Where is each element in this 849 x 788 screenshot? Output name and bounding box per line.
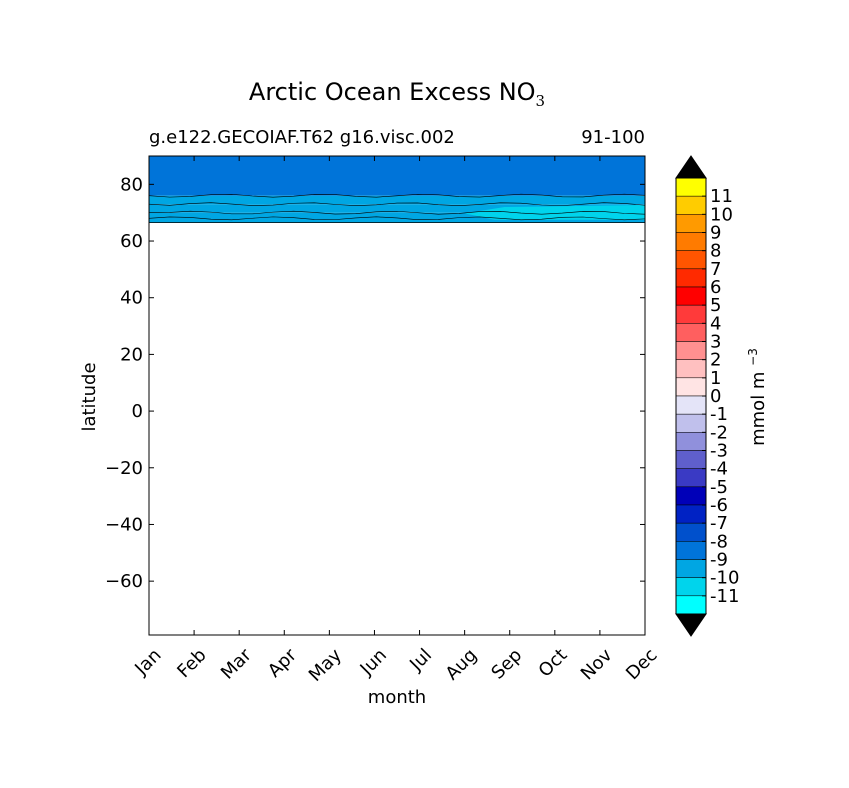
colorbar-swatch — [675, 286, 707, 306]
contour-line-0 — [148, 193, 646, 198]
colorbar-tick-label: 7 — [710, 259, 721, 280]
colorbar-tick-label: -4 — [710, 459, 728, 480]
y-axis-label: latitude — [79, 362, 100, 431]
colorbar-tick-label: 8 — [710, 241, 721, 262]
colorbar-swatch — [675, 432, 707, 451]
colorbar-tick-label: -2 — [710, 422, 728, 443]
colorbar-swatch — [675, 377, 707, 397]
colorbar: 11109876543210-1-2-3-4-5-6-7-8-9-10-11mm… — [675, 155, 769, 637]
run-name: g.e122.GECOIAF.T62 g16.visc.002 — [149, 127, 455, 148]
x-tick-label: Aug — [442, 645, 482, 685]
colorbar-tick-label: 11 — [710, 186, 733, 207]
colorbar-tick-label: 2 — [710, 350, 721, 371]
x-tick-label: Jan — [130, 645, 165, 680]
x-tick-label: Jul — [405, 645, 436, 676]
colorbar-tick-label: -11 — [710, 586, 739, 607]
colorbar-tick-label: 10 — [710, 204, 733, 225]
colorbar-tick-label: -10 — [710, 568, 739, 589]
y-tick-label: −20 — [105, 458, 143, 479]
colorbar-swatch — [675, 323, 707, 342]
colorbar-tick-label: 4 — [710, 313, 721, 334]
x-tick-label: Sep — [487, 645, 526, 684]
colorbar-tick-label: 3 — [710, 332, 721, 353]
colorbar-tick-label: -3 — [710, 441, 728, 462]
colorbar-swatch — [675, 468, 707, 488]
colorbar-swatch — [675, 486, 707, 506]
colorbar-swatch — [675, 250, 707, 270]
colorbar-swatch — [675, 195, 707, 215]
x-tick-label: Oct — [535, 645, 572, 682]
colorbar-swatch — [675, 541, 707, 560]
colorbar-tick-label: 1 — [710, 368, 721, 389]
colorbar-swatch — [675, 214, 707, 233]
contour-band-3 — [149, 212, 645, 223]
colorbar-swatch — [675, 177, 707, 197]
colorbar-swatch — [675, 232, 707, 251]
colorbar-swatch — [675, 577, 707, 597]
x-tick-label: Apr — [264, 644, 301, 681]
y-tick-label: 60 — [120, 231, 143, 252]
colorbar-tick-label: 9 — [710, 223, 721, 244]
contour-line-1 — [148, 202, 646, 206]
x-tick-label: Jun — [356, 645, 391, 680]
x-tick-label: Mar — [217, 644, 256, 683]
x-axis-label: month — [368, 687, 426, 708]
y-tick-label: 80 — [120, 174, 143, 195]
y-tick-label: −40 — [105, 514, 143, 535]
colorbar-swatch — [675, 413, 707, 433]
y-tick-label: 0 — [132, 401, 143, 422]
contour-band-0 — [149, 156, 645, 196]
colorbar-tick-label: 6 — [710, 277, 721, 298]
colorbar-over-triangle — [675, 155, 707, 179]
contour-band-2 — [149, 204, 645, 213]
colorbar-tick-label: -7 — [710, 513, 728, 534]
x-tick-label: Dec — [622, 645, 661, 684]
x-tick-label: May — [305, 644, 346, 685]
plot-area — [148, 156, 646, 224]
y-tick-label: −60 — [105, 571, 143, 592]
axes-frame — [148, 155, 646, 636]
colorbar-swatch — [675, 341, 707, 360]
year-range: 91-100 — [581, 127, 645, 148]
colorbar-tick-label: -9 — [710, 550, 728, 571]
contour-line-2 — [148, 210, 646, 215]
colorbar-swatch — [675, 304, 707, 324]
colorbar-label: mmol m −3 — [746, 348, 769, 446]
colorbar-swatch — [675, 559, 707, 578]
axes: 80 60 40 20 0 −20 −40 −60 Jan Feb Mar Apr May Jun Jul A… — [79, 155, 662, 708]
colorbar-swatch — [675, 268, 707, 288]
colorbar-swatch — [675, 395, 707, 415]
colorbar-swatch — [675, 450, 707, 469]
colorbar-swatch — [675, 595, 707, 615]
contour-band-late-0 — [464, 205, 645, 220]
chart-title: Arctic Ocean Excess NO3 — [248, 78, 546, 110]
colorbar-swatch — [675, 522, 707, 542]
y-tick-label: 20 — [120, 344, 143, 365]
colorbar-swatch — [675, 359, 707, 379]
x-tick-label: Feb — [173, 645, 210, 682]
contour-line-3 — [148, 216, 646, 221]
colorbar-tick-label: -6 — [710, 495, 728, 516]
colorbar-swatch — [675, 504, 707, 524]
colorbar-tick-label: -5 — [710, 477, 728, 498]
colorbar-tick-label: 0 — [710, 386, 721, 407]
colorbar-under-triangle — [675, 613, 707, 637]
contour-band-1 — [149, 195, 645, 205]
y-tick-label: 40 — [120, 288, 143, 309]
x-tick-label: Nov — [577, 644, 617, 684]
colorbar-tick-label: -1 — [710, 404, 728, 425]
colorbar-tick-label: -8 — [710, 531, 728, 552]
colorbar-tick-label: 5 — [710, 295, 721, 316]
